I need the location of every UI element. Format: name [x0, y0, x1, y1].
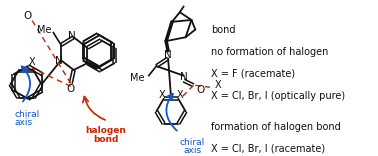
Text: O: O — [196, 85, 204, 95]
Text: halogen: halogen — [85, 126, 126, 135]
Text: X: X — [158, 90, 165, 100]
Text: X: X — [28, 57, 35, 67]
Text: X: X — [215, 80, 222, 90]
Text: axis: axis — [14, 118, 33, 127]
Text: N: N — [68, 31, 76, 41]
Text: no formation of halogen: no formation of halogen — [211, 47, 328, 57]
Text: Me: Me — [130, 73, 145, 83]
Text: Me: Me — [37, 24, 51, 34]
Text: X = F (racemate): X = F (racemate) — [211, 69, 295, 79]
Text: bond: bond — [93, 135, 118, 144]
Text: X = Cl, Br, I (racemate): X = Cl, Br, I (racemate) — [211, 144, 325, 154]
Text: chiral: chiral — [14, 110, 40, 119]
Text: N: N — [164, 50, 172, 60]
Text: axis: axis — [183, 146, 201, 155]
Text: formation of halogen bond: formation of halogen bond — [211, 122, 341, 132]
Text: O: O — [24, 11, 32, 21]
Text: chiral: chiral — [180, 138, 205, 146]
Text: N: N — [180, 72, 187, 82]
Text: X: X — [177, 90, 184, 100]
Text: X = Cl, Br, I (optically pure): X = Cl, Br, I (optically pure) — [211, 91, 345, 101]
Text: N: N — [55, 56, 63, 66]
Text: bond: bond — [211, 25, 235, 35]
Text: O: O — [67, 84, 75, 94]
